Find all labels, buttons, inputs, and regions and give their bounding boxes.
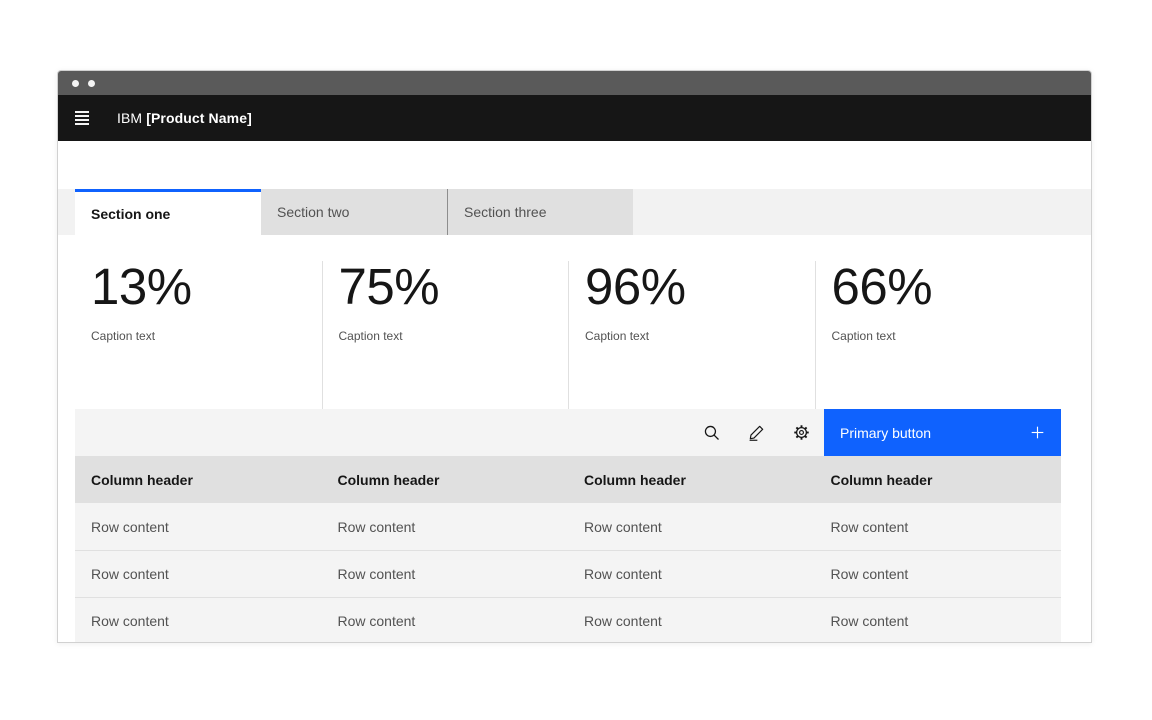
table-row: Row content Row content Row content Row … <box>75 597 1061 642</box>
table-cell: Row content <box>830 566 909 582</box>
table-cell: Row content <box>91 613 169 629</box>
column-header: Column header <box>584 471 686 488</box>
table-toolbar: Primary button <box>75 409 1061 456</box>
table-cell: Row content <box>830 518 909 535</box>
hamburger-icon <box>75 111 89 113</box>
stats-row: 13% Caption text 75% Caption text 96% Ca… <box>75 235 1061 409</box>
column-header: Column header <box>830 471 933 488</box>
primary-button-label: Primary button <box>840 424 932 441</box>
window-titlebar <box>58 71 1091 95</box>
window-control-dot[interactable] <box>88 79 95 87</box>
tab-section-three[interactable]: Section three <box>447 189 633 235</box>
tab-section-two[interactable]: Section two <box>261 189 447 235</box>
settings-icon <box>794 425 809 440</box>
table-cell: Row content <box>584 518 662 535</box>
hamburger-menu-button[interactable] <box>58 95 106 141</box>
stat-caption: Caption text <box>338 329 403 343</box>
window-control-dot[interactable] <box>72 79 79 87</box>
column-header: Column header <box>337 471 440 488</box>
search-button[interactable] <box>689 409 734 456</box>
stat-card: 66% Caption text <box>814 258 1062 409</box>
table-row: Row content Row content Row content Row … <box>75 550 1061 597</box>
search-icon <box>704 425 719 440</box>
app-header: IBM [Product Name] <box>58 95 1091 141</box>
table-cell: Row content <box>337 566 416 582</box>
stat-value: 13% <box>91 258 192 315</box>
table-cell: Row content <box>337 613 416 629</box>
table-row: Row content Row content Row content Row … <box>75 503 1061 550</box>
tab-section-one[interactable]: Section one <box>75 189 261 235</box>
plus-icon <box>1031 426 1044 439</box>
app-title: IBM [Product Name] <box>117 110 252 126</box>
stat-caption: Caption text <box>585 329 650 343</box>
app-window: IBM [Product Name] Section one Section t… <box>57 70 1092 643</box>
stat-card: 13% Caption text <box>75 261 322 409</box>
stat-card: 96% Caption text <box>568 261 815 409</box>
stat-value: 75% <box>338 258 440 315</box>
brand-name: IBM <box>117 110 143 126</box>
stat-value: 66% <box>831 258 933 315</box>
edit-button[interactable] <box>734 409 779 456</box>
table-header-row: Column header Column header Column heade… <box>75 456 1061 503</box>
table-cell: Row content <box>584 566 662 582</box>
content-panel: 13% Caption text 75% Caption text 96% Ca… <box>58 235 1091 642</box>
primary-button[interactable]: Primary button <box>824 409 1061 456</box>
stat-card: 75% Caption text <box>321 258 569 409</box>
settings-button[interactable] <box>779 409 824 456</box>
product-name: [Product Name] <box>146 110 252 126</box>
table-cell: Row content <box>91 566 169 582</box>
table-cell: Row content <box>584 613 662 629</box>
edit-icon <box>749 425 764 441</box>
page-body: Section one Section two Section three 13… <box>58 189 1091 642</box>
stat-caption: Caption text <box>831 329 896 343</box>
table-cell: Row content <box>337 518 416 535</box>
table-cell: Row content <box>91 518 169 535</box>
tab-bar: Section one Section two Section three <box>75 189 1091 235</box>
table-cell: Row content <box>830 613 909 629</box>
stat-value: 96% <box>585 258 686 315</box>
column-header: Column header <box>91 471 193 488</box>
data-table: Primary button Column header Column head… <box>75 409 1061 642</box>
stat-caption: Caption text <box>91 329 156 343</box>
